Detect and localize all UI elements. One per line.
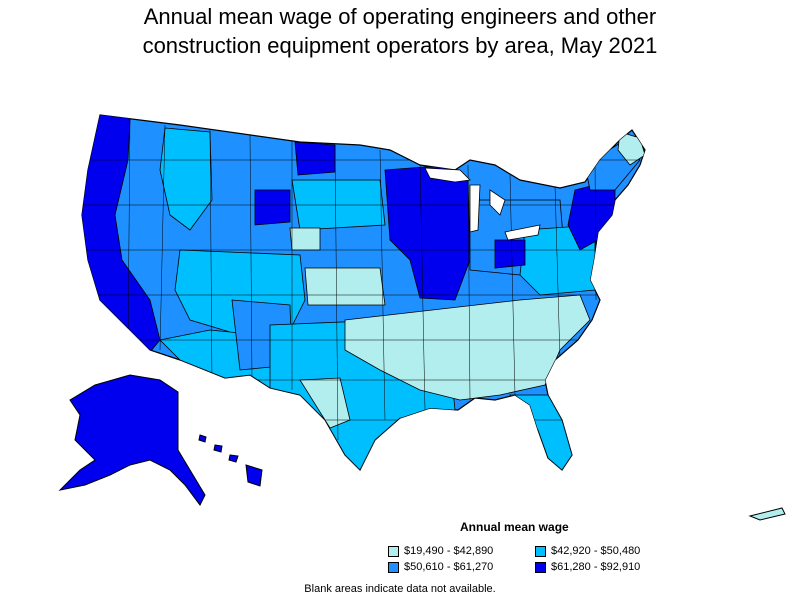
legend-item-low: $19,490 - $42,890 (388, 545, 493, 557)
legend-label-low: $19,490 - $42,890 (404, 545, 494, 557)
map-title: Annual mean wage of operating engineers … (0, 2, 800, 60)
hawaii (198, 434, 263, 487)
region-florida (509, 394, 573, 470)
legend-label-high: $61,280 - $92,910 (551, 561, 641, 573)
legend-swatch-high (535, 561, 546, 573)
legend-label-midlow: $42,920 - $50,480 (551, 545, 641, 557)
region-south-low (344, 294, 591, 401)
region-ne-low (289, 227, 321, 251)
title-line-2: construction equipment operators by area… (142, 33, 658, 58)
region-kansas (304, 267, 386, 306)
contiguous-us (81, 114, 646, 472)
title-line-1: Annual mean wage of operating engineers … (143, 4, 657, 29)
legend-label-midhigh: $50,610 - $61,270 (404, 561, 494, 573)
legend-swatch-low (388, 545, 399, 557)
data-note: Blank areas indicate data not available. (304, 583, 496, 595)
region-wyoming (254, 189, 291, 226)
legend-swatch-midhigh (388, 561, 399, 573)
region-northeast (567, 179, 616, 251)
region-north-dakota (294, 141, 336, 176)
legend-item-midhigh: $50,610 - $61,270 (388, 561, 493, 573)
alaska (58, 374, 206, 506)
legend-swatch-midlow (535, 545, 546, 557)
great-lakes-water (424, 167, 541, 241)
region-ohio-high (494, 239, 526, 269)
legend-item-midlow: $42,920 - $50,480 (535, 545, 640, 557)
puerto-rico (748, 507, 786, 521)
legend-title: Annual mean wage (460, 520, 569, 534)
legend-item-high: $61,280 - $92,910 (535, 561, 640, 573)
